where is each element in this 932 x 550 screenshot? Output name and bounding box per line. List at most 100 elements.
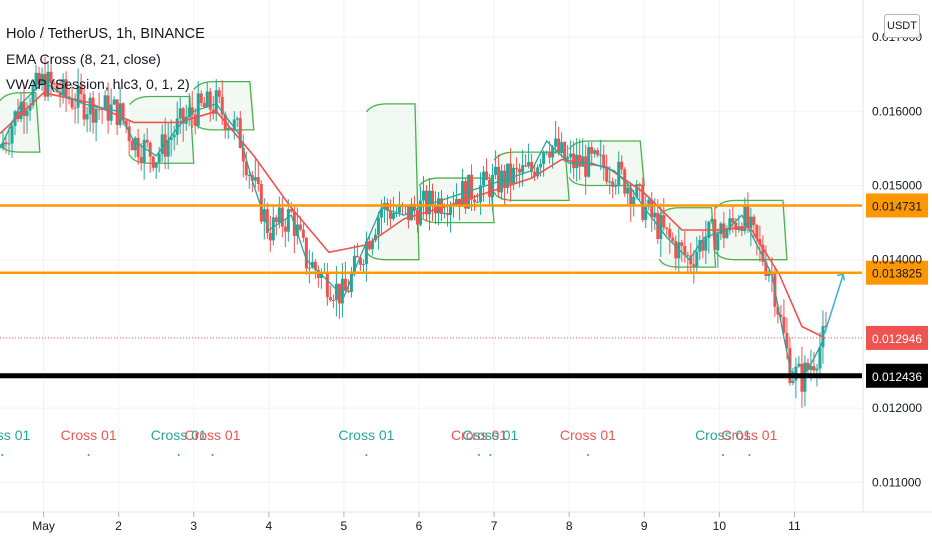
- candle-body: [169, 137, 173, 141]
- candle-body: [7, 143, 11, 145]
- candle: [617, 151, 621, 195]
- candle-body: [632, 196, 636, 205]
- candle-body: [545, 151, 549, 153]
- ema-cross-indicator[interactable]: EMA Cross (8, 21, close): [6, 51, 161, 67]
- cross-marker-label: Cross 01: [462, 427, 518, 443]
- candle: [641, 177, 645, 223]
- candle-body: [388, 210, 392, 219]
- candle: [590, 141, 594, 167]
- candle: [136, 128, 140, 165]
- candle: [470, 164, 474, 211]
- candle-body: [725, 230, 729, 239]
- candle: [217, 86, 221, 104]
- candle-body: [446, 213, 450, 215]
- candle-body: [268, 233, 272, 241]
- candle-body: [683, 245, 687, 256]
- candle-body: [37, 72, 41, 85]
- candle-body: [355, 255, 359, 258]
- candle-body: [94, 108, 98, 123]
- candle-body: [427, 190, 431, 215]
- candle: [415, 195, 419, 233]
- candle-body: [76, 85, 80, 108]
- candle-body: [163, 134, 167, 157]
- candle-body: [313, 261, 317, 270]
- candle-body: [785, 332, 789, 349]
- candle: [629, 183, 633, 222]
- candle-body: [424, 190, 428, 215]
- candle-body: [662, 215, 666, 228]
- candle-body: [139, 157, 143, 163]
- candle-body: [274, 217, 278, 223]
- candle: [337, 283, 341, 320]
- candle-body: [103, 95, 107, 110]
- candle-body: [193, 114, 197, 126]
- price-axis[interactable]: 0.0170000.0160000.0150000.0140000.012000…: [862, 0, 922, 512]
- candle: [145, 128, 149, 148]
- candle: [34, 64, 38, 91]
- candle: [608, 166, 612, 195]
- candle: [488, 173, 492, 207]
- projection-arrow[interactable]: [823, 273, 845, 335]
- candle: [545, 150, 549, 156]
- candle-body: [464, 181, 468, 209]
- candle-body: [55, 83, 59, 93]
- candle-body: [250, 175, 254, 181]
- candle: [226, 120, 230, 140]
- cross-marker-dot: [1, 454, 4, 456]
- candle: [530, 153, 534, 179]
- candle: [253, 159, 257, 188]
- candle: [602, 144, 606, 181]
- candle-body: [391, 213, 395, 219]
- candle-body: [340, 278, 344, 304]
- candle-body: [412, 203, 416, 211]
- candle: [238, 110, 242, 149]
- candle-body: [115, 99, 119, 125]
- candle-body: [379, 209, 383, 218]
- candle: [716, 228, 720, 268]
- candle: [154, 161, 158, 179]
- candle: [376, 211, 380, 250]
- candle-body: [815, 368, 819, 371]
- candle: [343, 261, 347, 292]
- candle: [812, 352, 816, 377]
- candle-body: [557, 138, 561, 153]
- candle: [638, 182, 642, 201]
- time-axis[interactable]: May 2 3 4 5 6 7 8 9 10 11: [0, 511, 932, 533]
- level-label-box: [866, 260, 928, 285]
- candle: [692, 249, 696, 284]
- candle-body: [343, 278, 347, 291]
- candle-body: [647, 199, 651, 208]
- candle-body: [100, 108, 104, 110]
- candle: [560, 132, 564, 158]
- vwap-indicator[interactable]: VWAP (Session, hlc3, 0, 1, 2): [6, 76, 190, 92]
- candle-body: [421, 190, 425, 201]
- candle: [328, 285, 332, 302]
- candle-body: [373, 234, 377, 241]
- candle-body: [10, 125, 14, 144]
- level-label-box: [866, 363, 928, 388]
- time-tick-label: 11: [788, 519, 801, 533]
- candle-body: [617, 161, 621, 185]
- candle-body: [515, 167, 519, 169]
- currency-button[interactable]: USDT: [884, 14, 920, 38]
- candle: [620, 155, 624, 175]
- candle: [28, 97, 32, 121]
- symbol-title[interactable]: Holo / TetherUS, 1h, BINANCE: [6, 26, 205, 42]
- candle-body: [587, 147, 591, 177]
- candle: [593, 148, 597, 158]
- candle-body: [716, 233, 720, 251]
- candle-body: [328, 297, 332, 301]
- candle-body: [304, 237, 308, 269]
- candle-body: [755, 225, 759, 240]
- candle: [740, 222, 744, 237]
- candle: [40, 67, 44, 91]
- candle-body: [671, 237, 675, 242]
- candle-body: [728, 218, 732, 231]
- candle: [644, 195, 648, 228]
- arrow-head: [837, 273, 845, 281]
- candle-body: [530, 162, 534, 172]
- candle-body: [578, 154, 582, 167]
- candle-body: [701, 240, 705, 251]
